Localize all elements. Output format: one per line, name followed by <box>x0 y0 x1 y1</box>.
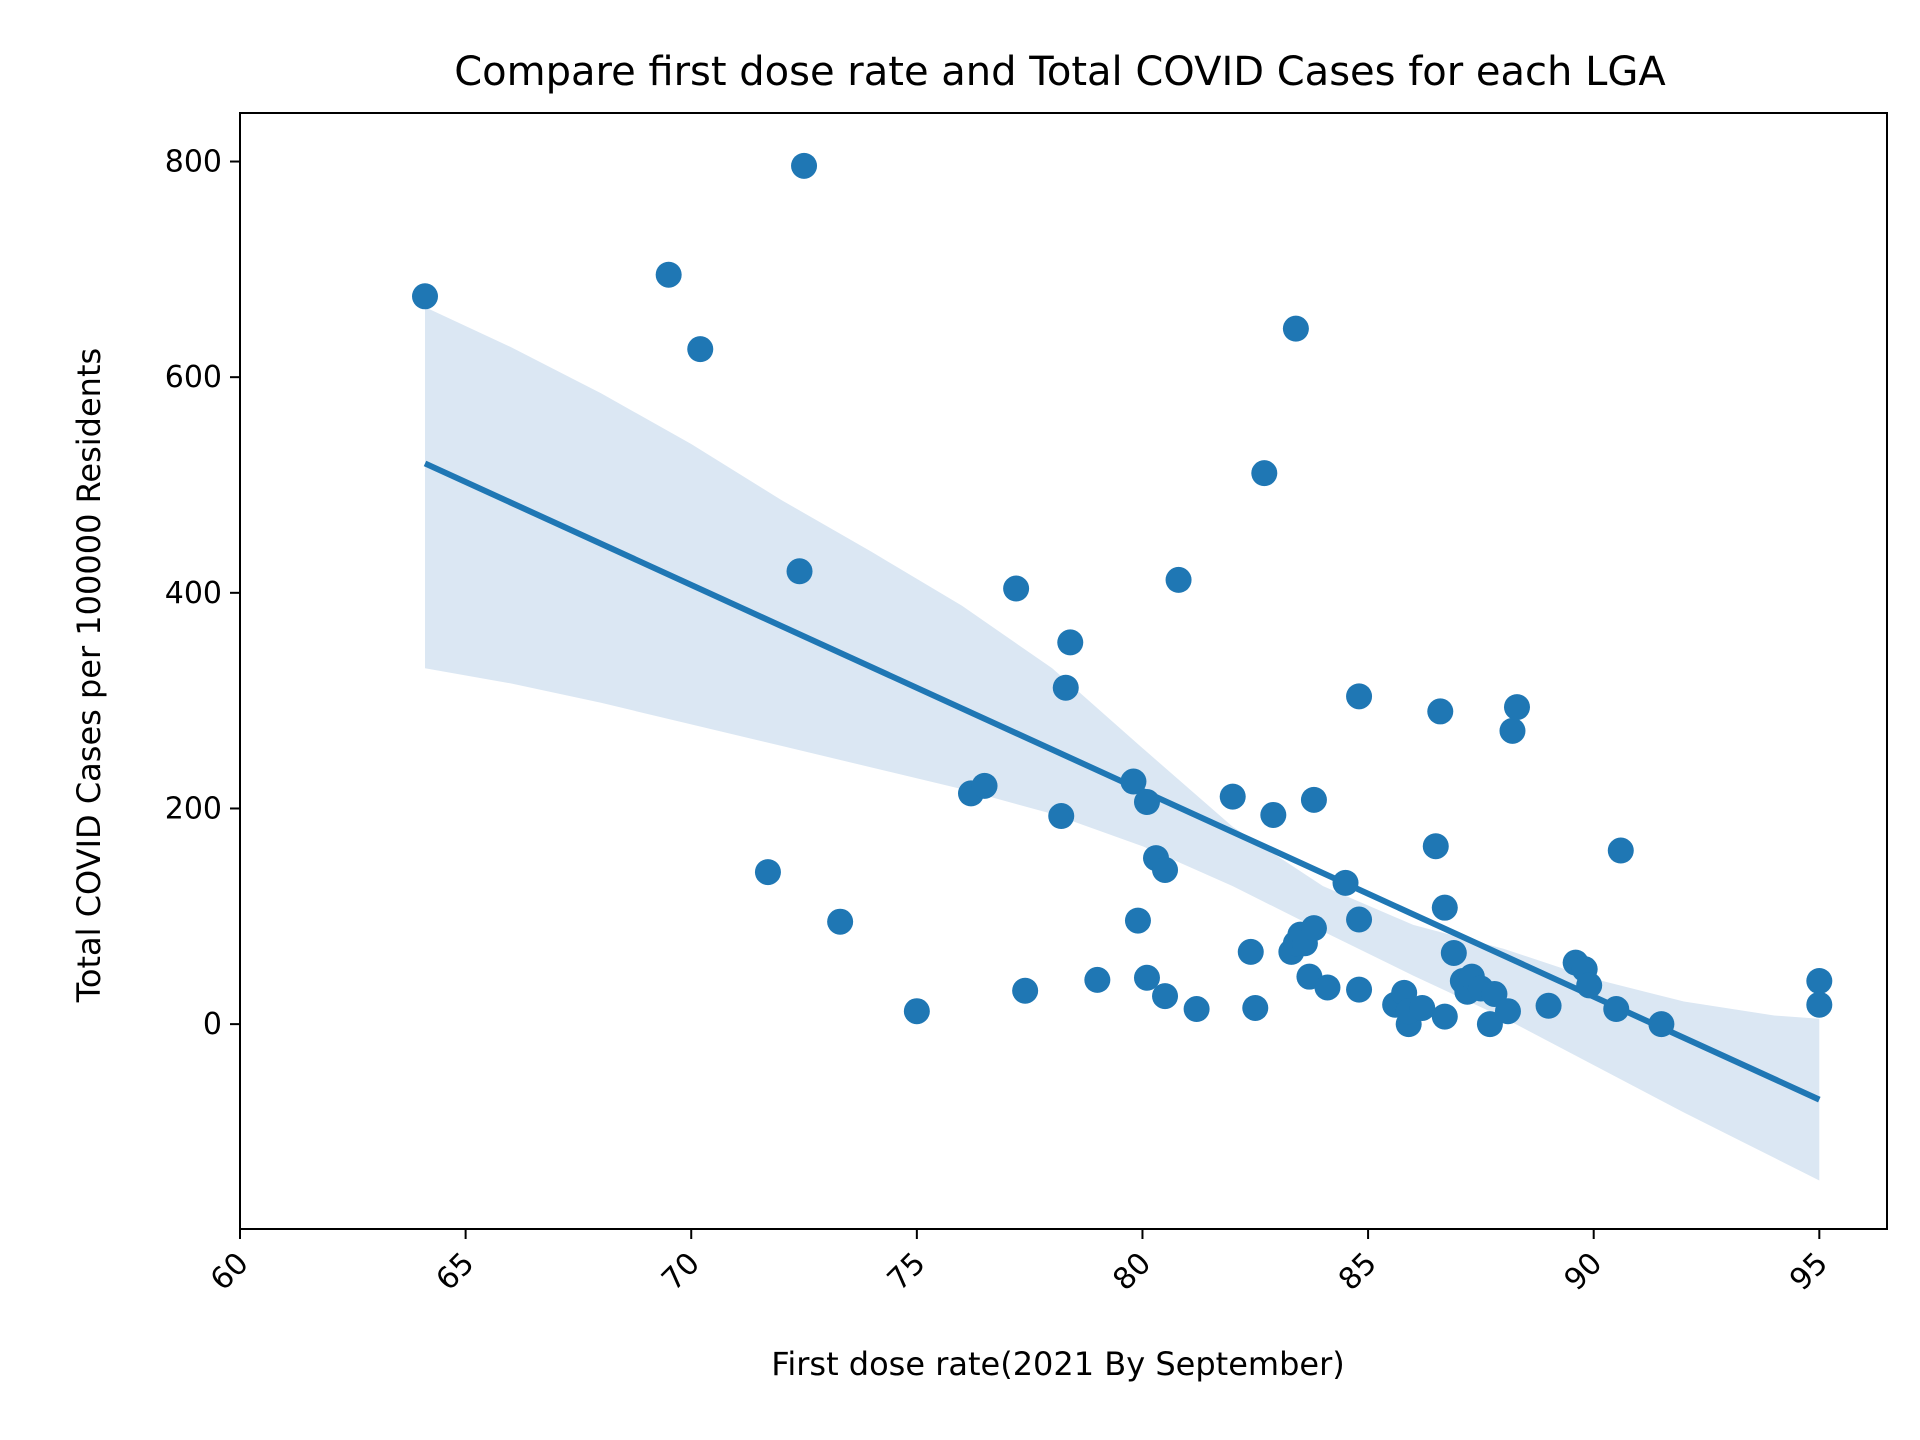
data-point <box>1494 998 1521 1025</box>
data-point <box>1012 977 1039 1004</box>
data-point <box>1576 972 1603 999</box>
data-point <box>1503 694 1530 721</box>
data-point <box>1219 783 1246 810</box>
y-tick-label: 800 <box>165 145 222 180</box>
plot-frame <box>239 112 1888 1230</box>
data-point <box>1165 566 1192 593</box>
data-point <box>1124 907 1151 934</box>
data-point <box>1346 906 1373 933</box>
y-tick-label: 600 <box>165 360 222 395</box>
data-point <box>1133 964 1160 991</box>
data-point <box>1003 575 1030 602</box>
data-point <box>1499 717 1526 744</box>
confidence-band <box>425 307 1820 1181</box>
data-point <box>1133 789 1160 816</box>
data-point <box>1607 837 1634 864</box>
y-tick-label: 0 <box>203 1007 222 1042</box>
data-point <box>1300 786 1327 813</box>
data-point <box>1242 994 1269 1021</box>
data-point <box>687 336 714 363</box>
data-point <box>1409 994 1436 1021</box>
data-point <box>1120 768 1147 795</box>
x-tick-label: 65 <box>430 1246 482 1298</box>
x-tick-label: 60 <box>204 1246 256 1298</box>
x-axis-title: First dose rate(2021 By September) <box>771 1345 1344 1383</box>
data-point <box>827 908 854 935</box>
data-point <box>1152 856 1179 883</box>
x-tick-label: 70 <box>655 1246 707 1298</box>
data-point <box>655 261 682 288</box>
data-point <box>1806 991 1833 1018</box>
data-point <box>754 859 781 886</box>
data-point <box>971 772 998 799</box>
y-tick-label: 400 <box>165 576 222 611</box>
data-point <box>1535 992 1562 1019</box>
data-point <box>1476 1011 1503 1038</box>
data-point <box>1260 801 1287 828</box>
data-point <box>1806 968 1833 994</box>
data-point <box>791 152 818 179</box>
data-point <box>1314 974 1341 1001</box>
x-tick-label: 95 <box>1783 1246 1835 1298</box>
data-point <box>1152 983 1179 1010</box>
data-point <box>1346 976 1373 1003</box>
x-tick-label: 85 <box>1332 1246 1384 1298</box>
data-point <box>1603 996 1630 1023</box>
y-axis-title: Total COVID Cases per 100000 Residents <box>70 348 108 1003</box>
data-point <box>1332 869 1359 896</box>
data-point <box>1048 803 1075 830</box>
data-point <box>1084 966 1111 993</box>
chart-title: Compare first dose rate and Total COVID … <box>454 49 1666 95</box>
data-point <box>1431 1003 1458 1030</box>
data-point <box>1052 674 1079 701</box>
data-point <box>903 998 930 1025</box>
data-point <box>1431 894 1458 921</box>
data-point <box>1346 683 1373 710</box>
plot-area: 60 65 70 75 80 85 90 95 0 200 400 600 800 <box>165 112 1888 1298</box>
x-tick-label: 75 <box>881 1246 933 1298</box>
data-point <box>1300 915 1327 942</box>
x-tick-label: 80 <box>1106 1246 1158 1298</box>
x-tick-label: 90 <box>1558 1246 1610 1298</box>
data-point <box>1648 1011 1675 1038</box>
y-tick-label: 200 <box>165 791 222 826</box>
data-point <box>1057 629 1084 656</box>
data-point <box>1440 939 1467 966</box>
data-point <box>1427 698 1454 725</box>
data-point <box>1422 833 1449 860</box>
data-point <box>1282 315 1309 342</box>
data-point <box>1251 460 1278 487</box>
data-point <box>1183 996 1210 1023</box>
data-point <box>412 283 439 310</box>
data-points <box>412 152 1833 1038</box>
data-point <box>1237 938 1264 965</box>
data-point <box>786 558 813 585</box>
